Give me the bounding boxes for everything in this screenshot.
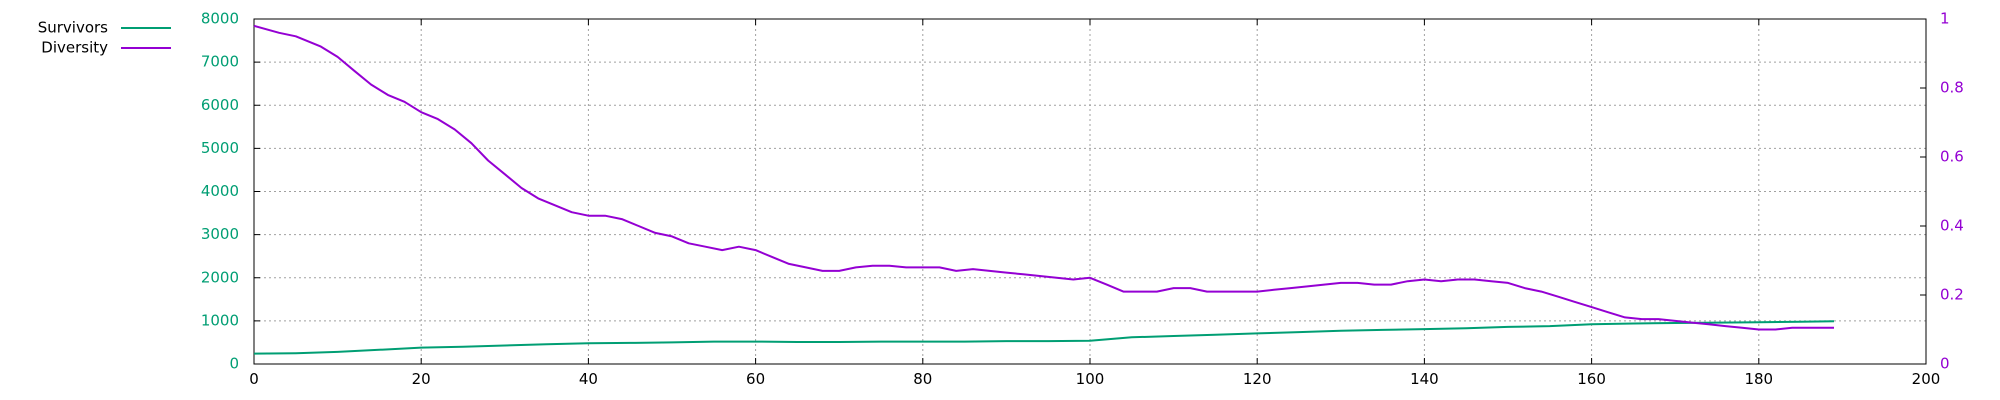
legend-label-diversity: Diversity — [41, 39, 108, 57]
y-right-tick-label: 0.2 — [1940, 286, 1964, 304]
x-tick-label: 20 — [412, 370, 431, 388]
y-left-tick-label: 7000 — [201, 53, 239, 71]
x-tick-label: 80 — [913, 370, 932, 388]
y-left-tick-label: 1000 — [201, 311, 239, 329]
y-left-tick-label: 3000 — [201, 225, 239, 243]
x-tick-label: 100 — [1076, 370, 1105, 388]
y-right-tick-label: 0.8 — [1940, 79, 1964, 97]
y-left-tick-label: 8000 — [201, 10, 239, 28]
series-line-diversity — [253, 24, 1834, 331]
x-tick-label: 40 — [579, 370, 598, 388]
x-tick-label: 60 — [746, 370, 765, 388]
y-left-tick-label: 6000 — [201, 96, 239, 114]
y-right-tick-label: 1 — [1940, 10, 1950, 28]
legend-label-survivors: Survivors — [38, 19, 108, 37]
series-line-survivors — [253, 320, 1835, 355]
x-tick-label: 200 — [1912, 370, 1941, 388]
y-right-tick-label: 0 — [1940, 355, 1950, 373]
x-tick-label: 140 — [1410, 370, 1439, 388]
x-tick-label: 180 — [1744, 370, 1773, 388]
x-tick-label: 0 — [249, 370, 259, 388]
y-right-tick-label: 0.6 — [1940, 148, 1964, 166]
x-tick-label: 160 — [1577, 370, 1606, 388]
y-right-tick-label: 0.4 — [1940, 217, 1964, 235]
x-tick-label: 120 — [1243, 370, 1272, 388]
y-left-tick-label: 4000 — [201, 182, 239, 200]
y-left-tick-label: 5000 — [201, 139, 239, 157]
y-left-tick-label: 2000 — [201, 268, 239, 286]
y-left-tick-label: 0 — [229, 355, 239, 373]
